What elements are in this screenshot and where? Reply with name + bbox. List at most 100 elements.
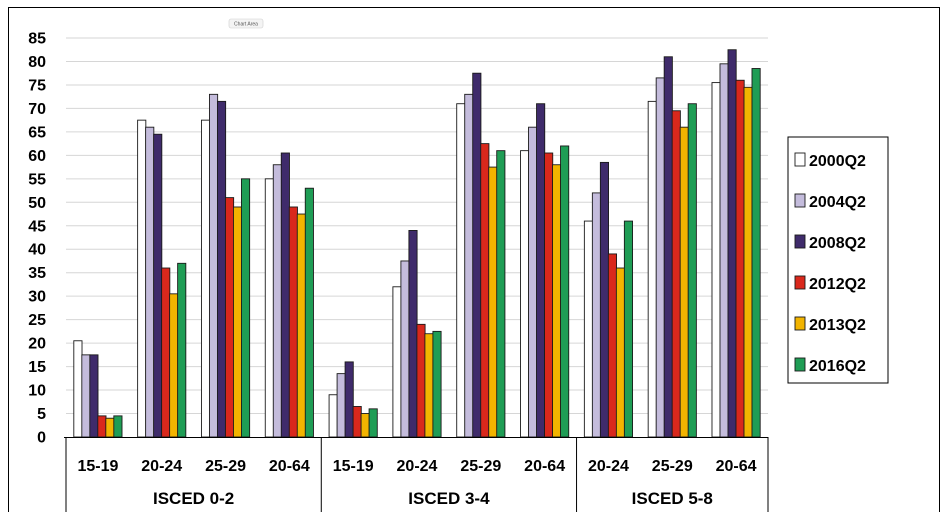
y-tick-label: 30 (28, 289, 46, 306)
bar (368, 408, 378, 438)
bar (743, 86, 753, 438)
legend-swatch (794, 193, 806, 208)
bar (73, 340, 83, 438)
bar (280, 152, 290, 438)
bar (105, 417, 115, 438)
bar (432, 330, 442, 438)
y-tick-label: 75 (28, 77, 46, 94)
bar (583, 220, 594, 438)
bar (161, 267, 171, 438)
bar (177, 262, 187, 438)
bar (472, 72, 482, 438)
y-tick-label: 5 (37, 406, 46, 423)
bar (232, 206, 243, 438)
bar (727, 49, 737, 438)
legend-swatch (794, 152, 806, 167)
y-tick-label: 0 (37, 430, 46, 447)
x-category-label: 25-29 (205, 458, 246, 475)
legend-label: 2012Q2 (809, 276, 866, 293)
bar (679, 126, 689, 438)
bar (336, 373, 346, 438)
bar (169, 293, 179, 438)
group-label: ISCED 3-4 (408, 489, 490, 508)
bar (655, 77, 665, 438)
bar (464, 93, 474, 438)
bar (520, 150, 530, 438)
bar (591, 192, 602, 438)
x-category-label: 20-24 (588, 458, 629, 475)
x-category-label: 20-24 (141, 458, 182, 475)
bar (288, 206, 298, 438)
legend-swatch (794, 234, 806, 249)
bar (735, 79, 745, 438)
bar (296, 213, 306, 438)
chart-frame (8, 7, 940, 512)
bar (536, 103, 546, 438)
legend-label: 2000Q2 (809, 153, 866, 170)
bar (216, 100, 227, 438)
x-category-label: 15-19 (333, 458, 374, 475)
bar (200, 119, 211, 438)
bar (615, 267, 626, 438)
bar (264, 178, 274, 438)
group-label: ISCED 5-8 (632, 489, 713, 508)
bar (496, 150, 506, 438)
chart-area-tooltip (228, 18, 264, 29)
bar (647, 100, 657, 438)
bar (81, 354, 91, 438)
bar (392, 286, 402, 438)
y-tick-label: 55 (28, 171, 46, 188)
group-label: ISCED 0-2 (153, 489, 234, 508)
bar (599, 161, 610, 438)
bar (711, 82, 721, 438)
bar (360, 413, 370, 438)
legend-swatch (794, 357, 806, 372)
bar (137, 119, 147, 438)
bar (416, 323, 426, 438)
x-category-label: 20-24 (397, 458, 438, 475)
bar (240, 178, 251, 438)
y-tick-label: 20 (28, 336, 46, 353)
x-category-label: 20-64 (524, 458, 565, 475)
bar (607, 253, 618, 438)
bar (208, 93, 219, 438)
bar (528, 126, 538, 438)
x-category-label: 15-19 (77, 458, 118, 475)
y-tick-label: 35 (28, 265, 46, 282)
bar (97, 415, 107, 438)
bar (89, 354, 99, 438)
y-tick-label: 15 (28, 359, 46, 376)
bar (751, 68, 761, 438)
legend-label: 2016Q2 (809, 358, 866, 375)
legend-label: 2013Q2 (809, 317, 866, 334)
bar (304, 187, 314, 438)
bar (153, 133, 163, 438)
bar (480, 143, 490, 438)
x-category-label: 25-29 (460, 458, 501, 475)
y-tick-label: 85 (28, 31, 46, 48)
legend-label: 2004Q2 (809, 194, 866, 211)
bar (488, 166, 498, 438)
y-tick-label: 80 (28, 54, 46, 71)
bar (408, 230, 418, 438)
bar (663, 56, 673, 438)
y-tick-label: 25 (28, 312, 46, 329)
chart-area-tooltip-label: Chart Area (234, 22, 258, 28)
bar (687, 103, 697, 438)
bar (719, 63, 729, 438)
legend-swatch (794, 316, 806, 331)
bar (224, 197, 235, 438)
bar (424, 333, 434, 438)
bar (623, 220, 634, 438)
y-tick-label: 45 (28, 218, 46, 235)
x-category-label: 25-29 (652, 458, 693, 475)
legend-box (787, 136, 889, 384)
y-tick-label: 65 (28, 124, 46, 141)
bar (456, 103, 466, 438)
y-tick-label: 10 (28, 383, 46, 400)
bar (272, 164, 282, 438)
x-category-label: 20-64 (269, 458, 310, 475)
bar (113, 415, 123, 438)
bar (400, 260, 410, 438)
bar (344, 361, 354, 438)
